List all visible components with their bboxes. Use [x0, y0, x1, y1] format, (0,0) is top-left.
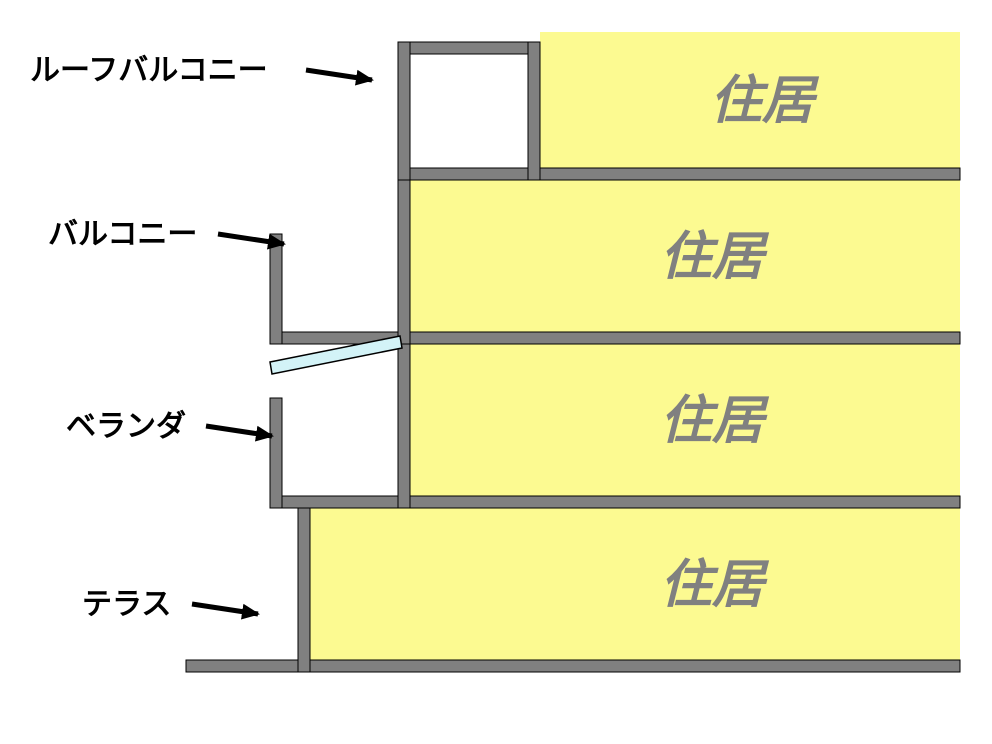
wall-v-balcony: [270, 234, 282, 344]
wall-roof-top-left: [398, 42, 540, 54]
arrow-roof-balcony: [306, 70, 372, 80]
room-label-floor1: 住居: [660, 556, 770, 614]
building-diagram: 住居住居住居住居ルーフバルコニーバルコニーベランダテラス: [0, 0, 992, 744]
wall-slab4: [398, 168, 960, 180]
room-label-floor4: 住居: [710, 72, 820, 130]
label-terrace: テラス: [82, 588, 171, 621]
wall-slab2: [270, 496, 960, 508]
room-label-floor2: 住居: [660, 392, 770, 450]
wall-v-main-3: [398, 180, 410, 344]
wall-v-main-2: [398, 344, 410, 508]
label-balcony: バルコニー: [48, 218, 197, 251]
wall-v-roof-parapet: [398, 42, 410, 180]
arrow-terrace: [192, 604, 258, 614]
wall-v-floor1-left: [298, 508, 310, 672]
label-roof-balcony: ルーフバルコニー: [30, 54, 268, 87]
room-label-floor3: 住居: [660, 228, 770, 286]
arrow-veranda: [206, 426, 272, 436]
label-veranda: ベランダ: [66, 409, 186, 443]
room-floor1: [310, 508, 960, 660]
wall-v-veranda: [270, 398, 282, 508]
wall-v-floor4-left: [528, 42, 540, 180]
